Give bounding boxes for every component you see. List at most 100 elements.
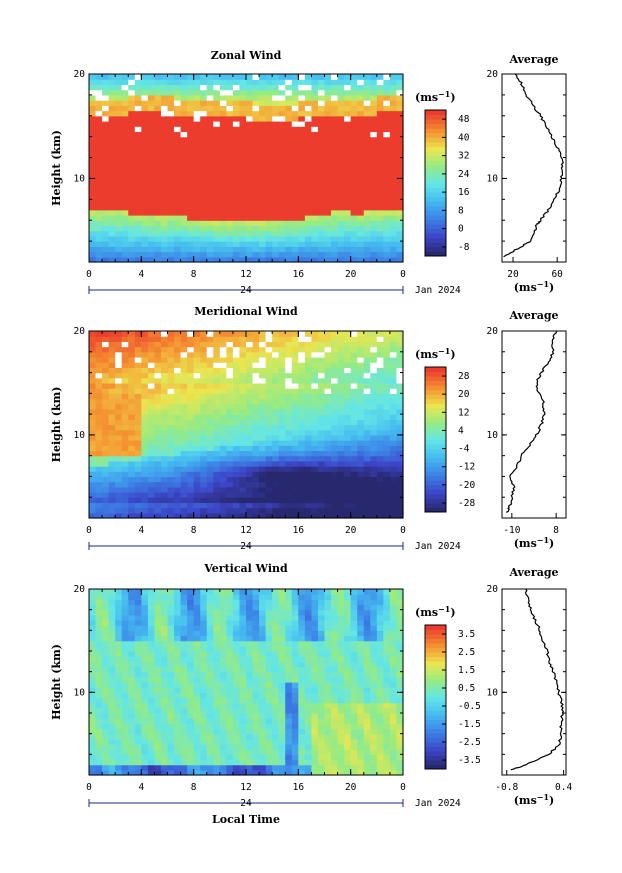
heat-cell — [252, 738, 260, 745]
heat-cell — [121, 346, 129, 353]
heat-cell — [180, 89, 188, 96]
heat-cell — [370, 194, 378, 200]
heat-cell — [304, 507, 313, 514]
heat-cell — [187, 635, 195, 642]
heat-cell — [102, 635, 110, 642]
heat-cell — [187, 141, 195, 148]
heat-cell — [239, 609, 247, 616]
heat-cell — [370, 512, 378, 519]
heat-cell — [272, 168, 280, 174]
heat-cell — [115, 220, 123, 227]
heat-cell — [232, 455, 241, 462]
heat-cell — [167, 640, 175, 647]
heat-cell — [134, 640, 142, 647]
heat-cell — [128, 419, 136, 426]
heat-cell — [232, 382, 241, 389]
heat-cell — [337, 105, 345, 112]
heat-cell — [272, 362, 280, 368]
heat-cell — [252, 445, 260, 452]
heat-cell — [121, 676, 129, 683]
heat-cell — [239, 702, 247, 709]
heat-cell — [102, 481, 110, 488]
heat-cell — [187, 424, 195, 431]
heat-cell — [187, 225, 195, 232]
heat-cell — [344, 351, 352, 358]
heat-cell — [252, 377, 260, 384]
heat-cell — [337, 393, 345, 400]
heat-cell — [213, 697, 221, 704]
heat-cell — [174, 733, 182, 740]
heat-cell — [174, 759, 182, 766]
heat-cell — [259, 769, 267, 776]
heat-cell — [160, 640, 169, 647]
heat-cell — [154, 589, 162, 595]
heat-cell — [108, 256, 116, 263]
heat-cell — [108, 497, 116, 504]
heat-cell — [317, 440, 326, 446]
heat-cell — [239, 356, 247, 363]
heat-cell — [278, 251, 286, 258]
heat-cell — [389, 168, 398, 174]
heat-cell — [376, 110, 384, 117]
heat-cell — [239, 178, 247, 185]
heat-cell — [259, 131, 267, 138]
heat-cell — [350, 256, 358, 263]
heat-cell — [141, 126, 149, 133]
heat-cell — [95, 162, 103, 169]
heat-cell — [252, 497, 260, 504]
heat-cell — [239, 84, 247, 91]
heat-cell — [246, 697, 254, 704]
heat-cell — [324, 100, 332, 106]
heat-cell — [180, 183, 188, 190]
heat-cell — [350, 173, 358, 180]
heat-cell — [187, 121, 195, 127]
heat-cell — [134, 754, 142, 761]
heat-cell — [167, 594, 175, 600]
heat-cell — [226, 147, 234, 153]
heat-cell — [232, 351, 241, 358]
heat-cell — [324, 251, 332, 258]
colorbar-band — [425, 114, 446, 120]
heat-cell — [363, 419, 371, 426]
heat-cell — [154, 74, 162, 80]
heat-cell — [252, 408, 260, 415]
heat-cell — [206, 507, 214, 514]
heat-cell — [193, 220, 201, 227]
heat-cell — [298, 89, 306, 96]
heat-cell — [259, 764, 267, 771]
heat-cell — [272, 356, 280, 363]
heat-cell — [291, 331, 299, 337]
heat-cell — [108, 131, 116, 138]
heat-cell — [128, 604, 136, 611]
heat-cell — [141, 744, 149, 750]
heat-cell — [246, 388, 254, 394]
heat-cell — [272, 749, 280, 755]
heat-cell — [115, 100, 123, 106]
heat-cell — [147, 105, 156, 112]
heat-cell — [357, 388, 365, 394]
heat-cell — [396, 356, 404, 363]
heat-cell — [272, 126, 280, 133]
colorbar-tick-label: 28 — [458, 371, 470, 382]
heat-cell — [115, 594, 123, 600]
heat-cell — [89, 346, 97, 353]
heat-cell — [278, 749, 286, 755]
heat-cell — [147, 754, 156, 761]
heat-cell — [239, 440, 247, 446]
heat-cell — [167, 759, 175, 766]
heat-cell — [167, 764, 175, 771]
heat-cell — [180, 656, 188, 662]
heat-cell — [370, 408, 378, 415]
heat-cell — [206, 241, 214, 247]
heat-cell — [108, 599, 116, 606]
heat-cell — [160, 471, 169, 478]
heat-cell — [121, 74, 129, 80]
heat-cell — [174, 476, 182, 483]
heat-cell — [128, 671, 136, 678]
heat-cell — [167, 74, 175, 80]
heat-cell — [370, 481, 378, 488]
heat-cell — [278, 713, 286, 719]
heat-cell — [121, 733, 129, 740]
heat-cell — [174, 645, 182, 652]
heat-cell — [350, 393, 358, 400]
